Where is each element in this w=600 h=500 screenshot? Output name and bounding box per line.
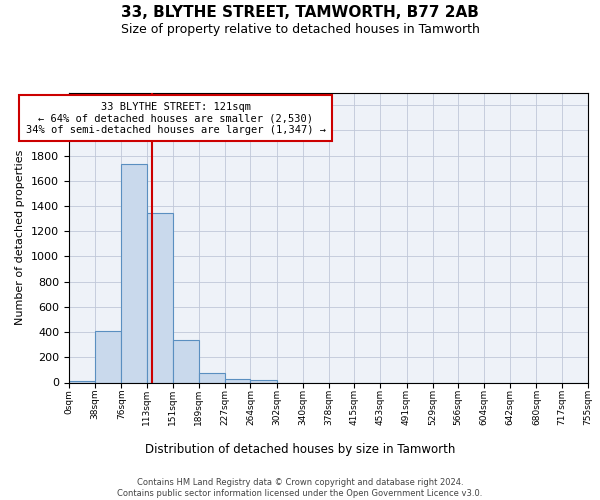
Text: 33 BLYTHE STREET: 121sqm
← 64% of detached houses are smaller (2,530)
34% of sem: 33 BLYTHE STREET: 121sqm ← 64% of detach… <box>26 102 326 135</box>
Text: 33, BLYTHE STREET, TAMWORTH, B77 2AB: 33, BLYTHE STREET, TAMWORTH, B77 2AB <box>121 5 479 20</box>
Text: Distribution of detached houses by size in Tamworth: Distribution of detached houses by size … <box>145 442 455 456</box>
Bar <box>250 380 277 382</box>
Text: Contains HM Land Registry data © Crown copyright and database right 2024.
Contai: Contains HM Land Registry data © Crown c… <box>118 478 482 498</box>
Bar <box>199 373 225 382</box>
Y-axis label: Number of detached properties: Number of detached properties <box>16 150 25 325</box>
Bar <box>69 380 95 382</box>
Text: Size of property relative to detached houses in Tamworth: Size of property relative to detached ho… <box>121 22 479 36</box>
Bar <box>121 164 146 382</box>
Bar <box>95 331 121 382</box>
Bar <box>173 340 199 382</box>
Bar <box>225 378 250 382</box>
Bar <box>146 213 173 382</box>
